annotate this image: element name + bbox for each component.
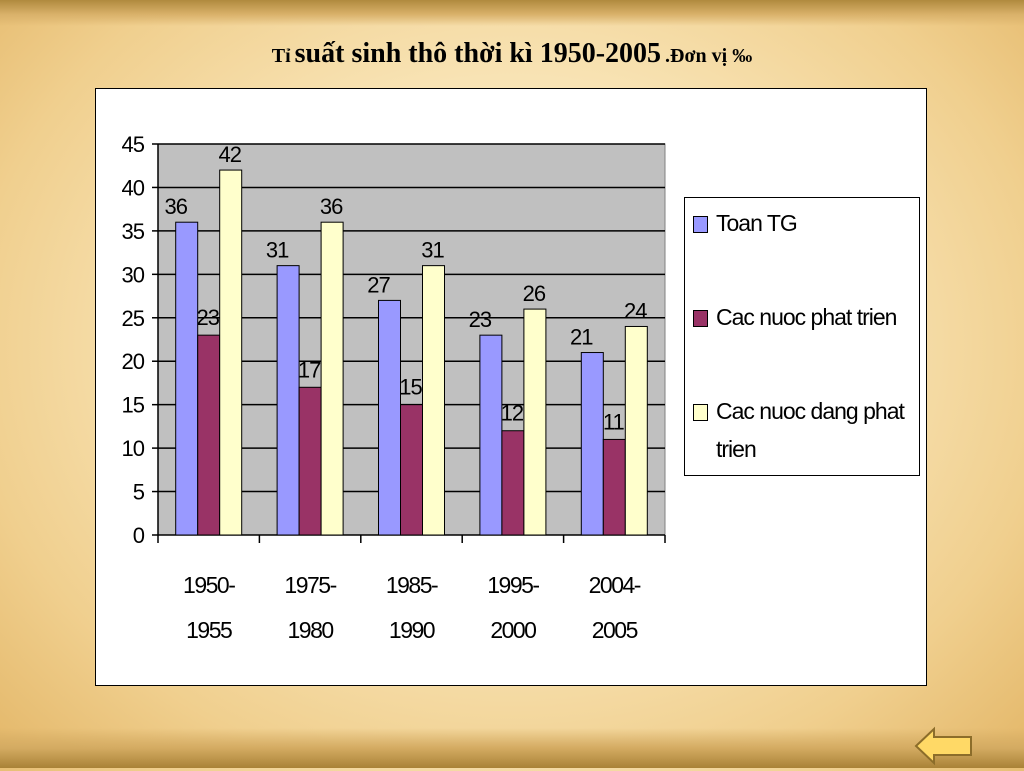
legend-item-toan-tg: Toan TG: [693, 204, 921, 242]
bar: [219, 169, 243, 536]
legend-label-toan-tg: Toan TG: [716, 210, 798, 236]
bar: [523, 308, 547, 536]
data-label: 24: [624, 298, 647, 323]
y-tick-label: 5: [133, 480, 145, 505]
slide-bottom-band: [0, 728, 1024, 768]
x-tick-label: 1975-: [284, 572, 336, 598]
bar: [479, 334, 503, 536]
y-tick-label: 40: [122, 175, 145, 200]
bar: [624, 325, 648, 536]
bar: [422, 265, 445, 536]
bar: [175, 221, 199, 536]
y-tick-label: 20: [122, 349, 145, 374]
data-label: 17: [298, 357, 321, 382]
x-tick-label: 1995-: [487, 572, 539, 598]
slide-top-band: [0, 0, 1024, 26]
x-tick-label: 2005: [592, 617, 638, 643]
legend-swatch-phat-trien: [693, 310, 708, 327]
legend-label-dang-phat-trien: Cac nuoc dang phat trien: [716, 398, 905, 462]
data-label: 12: [501, 401, 524, 426]
title-unit: .Đơn vị ‰: [665, 45, 753, 67]
y-tick-label: 35: [122, 219, 145, 244]
legend-item-phat-trien: Cac nuoc phat trien: [693, 298, 921, 336]
bar: [580, 352, 604, 536]
x-tick-label: 2004-: [589, 572, 641, 598]
y-tick-label: 45: [122, 132, 145, 157]
data-label: 11: [603, 409, 625, 434]
data-label: 42: [218, 142, 241, 167]
chart-legend: Toan TG Cac nuoc phat trien Cac nuoc dan…: [684, 197, 920, 476]
bar: [298, 386, 322, 536]
y-tick-label: 25: [122, 306, 145, 331]
x-tick-label: 1980: [288, 617, 334, 643]
data-label: 36: [164, 194, 187, 219]
left-arrow-icon[interactable]: [914, 726, 974, 766]
data-label: 26: [523, 281, 546, 306]
data-label: 23: [196, 305, 219, 330]
x-tick-label: 1955: [186, 617, 232, 643]
title-prefix: Tỉ: [271, 45, 291, 67]
bar: [276, 265, 300, 536]
legend-item-dang-phat-trien: Cac nuoc dang phat trien: [693, 392, 921, 468]
x-tick-label: 2000: [490, 617, 536, 643]
legend-swatch-toan-tg: [693, 216, 708, 233]
bar: [378, 299, 401, 536]
back-button[interactable]: [914, 726, 974, 766]
legend-label-phat-trien: Cac nuoc phat trien: [716, 304, 897, 330]
slide-title: Tỉ suất sinh thô thời kì 1950-2005 .Đơn …: [0, 38, 1024, 70]
data-label: 21: [570, 325, 593, 350]
y-tick-label: 30: [122, 262, 145, 287]
bar: [400, 404, 423, 536]
data-label: 36: [320, 194, 343, 219]
data-label: 31: [266, 238, 289, 263]
y-tick-label: 15: [122, 393, 145, 418]
y-tick-label: 0: [133, 523, 145, 548]
title-main: suất sinh thô thời kì 1950-2005: [294, 38, 662, 69]
bar: [197, 334, 221, 536]
bar: [501, 430, 525, 536]
bar: [602, 438, 626, 536]
y-tick-label: 10: [122, 436, 145, 461]
x-tick-label: 1985-: [386, 572, 438, 598]
data-label: 15: [399, 375, 422, 400]
data-label: 31: [421, 238, 444, 263]
x-tick-label: 1950-: [183, 572, 235, 598]
data-label: 23: [469, 307, 492, 332]
bar: [320, 221, 344, 536]
data-label: 27: [367, 272, 390, 297]
legend-swatch-dang-phat-trien: [693, 404, 708, 421]
x-tick-label: 1990: [389, 617, 435, 643]
